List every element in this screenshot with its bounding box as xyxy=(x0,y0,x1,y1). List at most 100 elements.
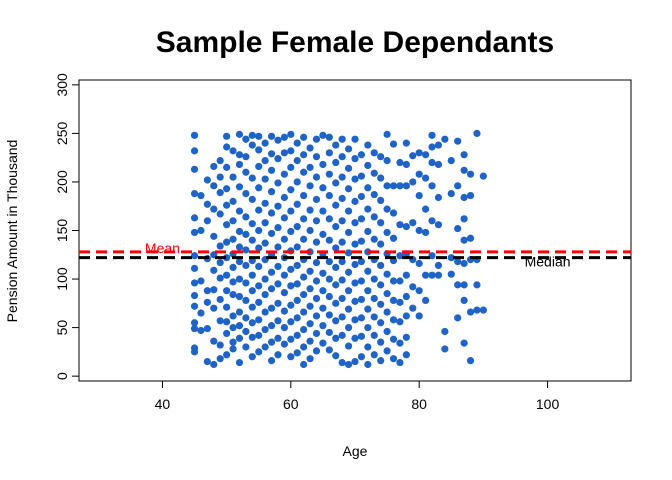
data-point xyxy=(280,271,288,279)
data-point xyxy=(351,357,359,366)
data-point xyxy=(422,271,430,279)
data-point xyxy=(396,339,404,347)
data-point xyxy=(274,280,282,288)
data-point xyxy=(447,190,455,198)
data-point xyxy=(267,209,276,217)
data-point xyxy=(344,268,353,276)
data-point xyxy=(306,206,314,214)
data-point xyxy=(460,215,468,223)
data-point xyxy=(229,345,237,353)
data-point xyxy=(235,257,244,266)
data-point xyxy=(300,191,308,200)
data-point xyxy=(216,156,224,165)
data-point xyxy=(377,357,385,365)
data-point xyxy=(312,195,321,204)
data-point xyxy=(344,228,353,237)
data-point xyxy=(460,151,468,159)
data-point xyxy=(280,289,288,297)
data-point xyxy=(377,261,385,270)
data-point xyxy=(190,302,199,310)
data-point xyxy=(383,228,391,237)
y-tick-label: 250 xyxy=(54,122,70,146)
data-point xyxy=(306,267,314,275)
data-point xyxy=(229,263,237,271)
data-point xyxy=(332,334,340,342)
data-point xyxy=(242,190,250,198)
data-point xyxy=(287,186,295,194)
data-point xyxy=(255,226,263,235)
data-point xyxy=(306,144,314,152)
data-point xyxy=(389,234,398,242)
data-point xyxy=(357,257,366,266)
data-point xyxy=(242,296,250,305)
data-point xyxy=(287,130,295,138)
data-point xyxy=(223,185,231,193)
data-point xyxy=(447,156,455,165)
data-point xyxy=(389,140,398,148)
data-point xyxy=(293,280,301,288)
data-point xyxy=(300,343,308,351)
data-point xyxy=(293,296,301,305)
data-point xyxy=(216,274,224,282)
data-point xyxy=(364,360,372,369)
data-point xyxy=(389,296,398,305)
data-point xyxy=(377,219,385,227)
data-point xyxy=(325,292,333,301)
data-point xyxy=(300,133,308,141)
data-point xyxy=(357,314,366,322)
data-point xyxy=(364,343,372,351)
data-point xyxy=(223,303,231,311)
data-point xyxy=(377,174,385,182)
data-point xyxy=(216,341,224,349)
data-point xyxy=(422,296,430,305)
data-point xyxy=(370,235,378,243)
data-point xyxy=(312,294,321,303)
data-point xyxy=(434,271,443,279)
data-point xyxy=(267,188,276,196)
data-point xyxy=(402,292,410,301)
data-point xyxy=(377,300,385,308)
data-point xyxy=(242,168,250,176)
data-point xyxy=(216,258,224,267)
data-point xyxy=(396,298,404,306)
data-point xyxy=(248,220,256,228)
data-point xyxy=(287,207,295,215)
data-point xyxy=(216,210,224,218)
data-point xyxy=(325,346,333,354)
data-point xyxy=(274,334,282,342)
data-point xyxy=(274,299,282,307)
data-point xyxy=(312,329,321,338)
x-axis-label: Age xyxy=(343,443,368,459)
data-point xyxy=(280,340,288,348)
data-point xyxy=(210,266,218,274)
data-point xyxy=(428,252,436,260)
data-point xyxy=(319,184,327,192)
data-point xyxy=(344,207,353,215)
data-point xyxy=(409,152,417,160)
data-point xyxy=(190,228,199,237)
data-point xyxy=(255,348,263,356)
data-point xyxy=(255,184,263,192)
data-point xyxy=(351,135,359,143)
data-point xyxy=(235,130,244,138)
data-point xyxy=(306,226,314,235)
data-point xyxy=(389,316,398,324)
data-point xyxy=(383,270,391,278)
data-point xyxy=(383,205,391,213)
data-point xyxy=(422,228,430,237)
data-point xyxy=(300,168,308,176)
data-point xyxy=(396,318,404,326)
data-point xyxy=(396,277,404,285)
data-point xyxy=(428,143,436,151)
data-point xyxy=(274,179,282,187)
data-point xyxy=(261,156,269,165)
data-point xyxy=(242,246,250,254)
data-point xyxy=(248,236,256,244)
data-point xyxy=(190,252,199,260)
data-point xyxy=(319,230,327,238)
data-point xyxy=(338,238,346,246)
data-point xyxy=(190,214,199,222)
data-point xyxy=(454,257,462,266)
data-point xyxy=(441,345,449,353)
data-point xyxy=(351,197,359,205)
